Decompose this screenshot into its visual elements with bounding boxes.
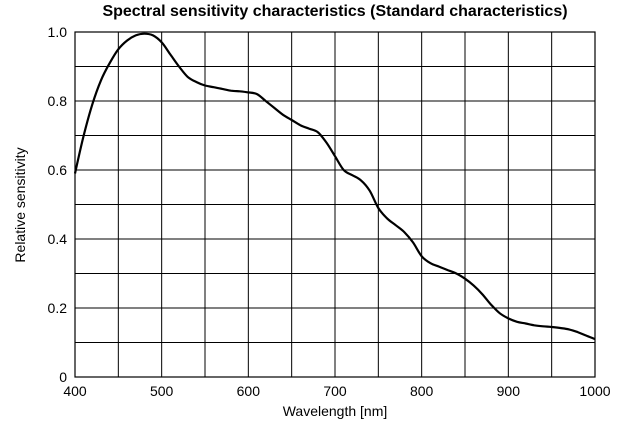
x-tick-label: 1000 xyxy=(579,383,610,399)
x-tick-label: 600 xyxy=(237,383,261,399)
x-tick-label: 900 xyxy=(497,383,521,399)
plot-frame xyxy=(74,31,596,378)
y-tick-label: 0.6 xyxy=(48,162,68,178)
y-tick-label: 0.8 xyxy=(48,93,68,109)
x-tick-label: 700 xyxy=(323,383,347,399)
y-tick-label: 0.4 xyxy=(48,231,68,247)
sensitivity-curve xyxy=(73,32,596,341)
y-axis-label: Relative sensitivity xyxy=(12,147,28,263)
x-tick-label: 400 xyxy=(63,383,87,399)
x-tick-label: 800 xyxy=(410,383,434,399)
y-tick-label: 0.2 xyxy=(48,300,68,316)
x-tick-label: 500 xyxy=(150,383,174,399)
x-axis-label: Wavelength [nm] xyxy=(282,403,388,419)
chart-title: Spectral sensitivity characteristics (St… xyxy=(102,3,568,20)
y-tick-label: 0 xyxy=(59,369,67,385)
y-tick-label: 1.0 xyxy=(48,24,68,40)
